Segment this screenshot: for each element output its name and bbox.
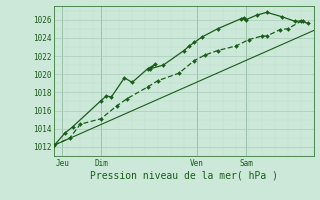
X-axis label: Pression niveau de la mer( hPa ): Pression niveau de la mer( hPa ) xyxy=(90,171,278,181)
